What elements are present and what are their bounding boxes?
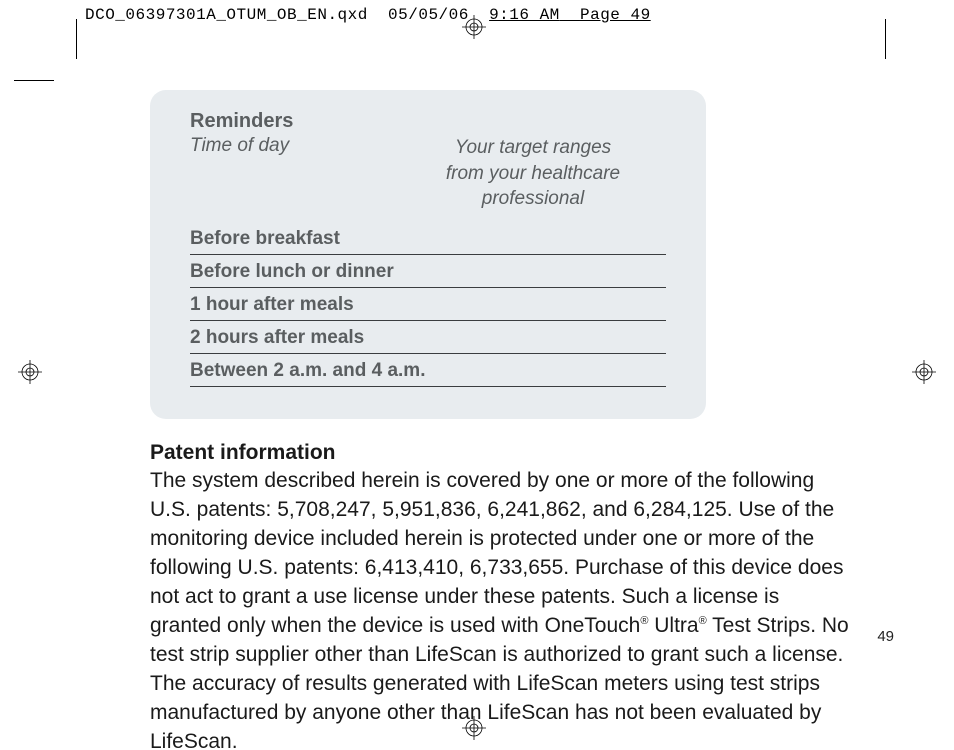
registration-mark-icon [912, 360, 936, 384]
reminders-rows: Before breakfast Before lunch or dinner … [190, 222, 666, 387]
patent-section: Patent information The system described … [150, 441, 850, 750]
reminders-header-row: Time of day Your target ranges from your… [190, 135, 666, 212]
crop-mark [885, 19, 886, 59]
page-content: Reminders Time of day Your target ranges… [150, 90, 850, 750]
registration-mark-icon [18, 360, 42, 384]
reminders-title: Reminders [190, 110, 666, 133]
slug-date: 05/05/06 [388, 6, 469, 24]
reminders-col-right-line2: from your healthcare professional [446, 163, 620, 210]
reminders-col-right: Your target ranges from your healthcare … [400, 135, 666, 212]
crop-mark [14, 80, 54, 81]
slug-filename: DCO_06397301A_OTUM_OB_EN.qxd [85, 6, 368, 24]
reminders-row: 2 hours after meals [190, 321, 666, 354]
slug-page: Page 49 [580, 6, 651, 24]
patent-title: Patent information [150, 441, 850, 465]
registered-mark: ® [699, 615, 707, 627]
reminders-row: Before lunch or dinner [190, 255, 666, 288]
reminders-panel: Reminders Time of day Your target ranges… [150, 90, 706, 419]
patent-body-mid: Ultra [648, 614, 698, 637]
print-slug: DCO_06397301A_OTUM_OB_EN.qxd 05/05/06 9:… [85, 6, 651, 24]
patent-body-pre: The system described herein is covered b… [150, 469, 843, 637]
crop-mark [76, 19, 77, 59]
reminders-row: 1 hour after meals [190, 288, 666, 321]
registration-mark-icon [462, 15, 486, 39]
reminders-row: Between 2 a.m. and 4 a.m. [190, 354, 666, 387]
patent-body: The system described herein is covered b… [150, 467, 850, 750]
reminders-col-left: Time of day [190, 135, 400, 157]
reminders-col-right-line1: Your target ranges [455, 137, 611, 158]
slug-time: 9:16 AM [489, 6, 560, 24]
page-number: 49 [877, 628, 894, 645]
reminders-row: Before breakfast [190, 222, 666, 255]
